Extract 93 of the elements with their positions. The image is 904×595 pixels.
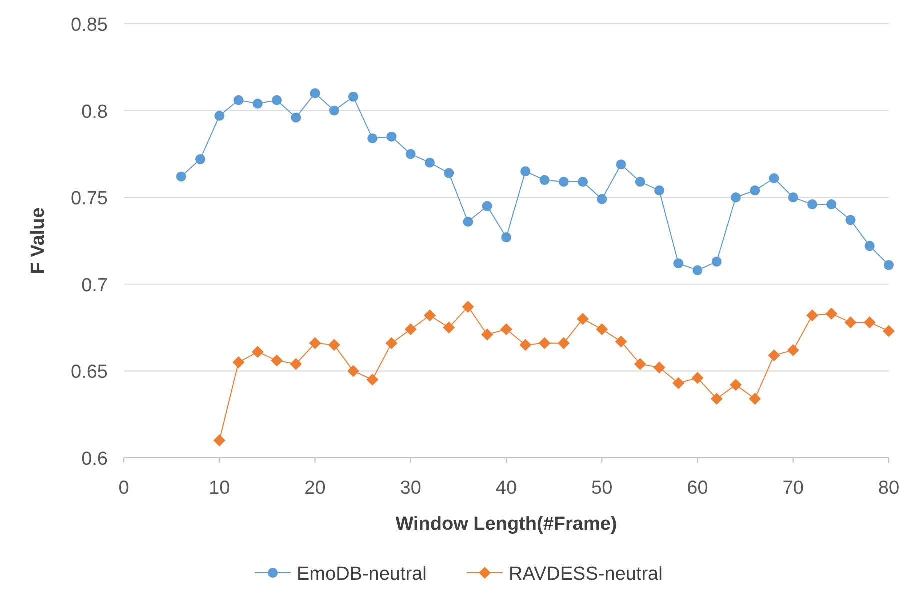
point xyxy=(597,194,608,204)
point xyxy=(444,168,454,178)
point xyxy=(176,172,186,182)
point xyxy=(578,176,588,187)
point xyxy=(826,200,837,210)
point xyxy=(404,324,417,336)
point xyxy=(692,266,703,276)
point xyxy=(348,92,358,102)
point xyxy=(366,374,379,386)
point xyxy=(768,350,780,362)
point xyxy=(196,154,206,164)
point xyxy=(272,95,282,106)
x-tick-label: 50 xyxy=(592,478,613,499)
x-tick-label: 70 xyxy=(782,478,804,499)
x-tick-label: 10 xyxy=(209,478,230,499)
point xyxy=(788,192,798,203)
point xyxy=(386,132,397,142)
point xyxy=(864,316,876,329)
point xyxy=(558,337,570,350)
legend-label: RAVDESS-neutral xyxy=(509,564,663,585)
point xyxy=(712,256,722,267)
x-tick-label: 40 xyxy=(496,478,518,499)
point xyxy=(616,160,626,170)
point xyxy=(463,216,474,227)
point xyxy=(654,186,664,196)
point xyxy=(290,358,302,370)
point xyxy=(864,241,875,252)
point xyxy=(252,346,264,358)
point xyxy=(310,88,320,98)
point xyxy=(309,337,322,350)
point xyxy=(844,316,857,329)
point xyxy=(769,174,780,184)
point xyxy=(674,258,684,269)
point xyxy=(329,106,340,116)
point xyxy=(271,354,283,367)
point xyxy=(634,358,646,370)
point xyxy=(538,337,551,350)
point xyxy=(596,324,608,336)
point xyxy=(214,111,225,122)
point xyxy=(750,186,760,196)
point xyxy=(500,324,512,336)
x-tick-label: 30 xyxy=(400,478,422,499)
point xyxy=(846,215,856,226)
point xyxy=(540,175,550,186)
point xyxy=(425,158,435,168)
point xyxy=(710,392,723,405)
point xyxy=(615,336,628,348)
point xyxy=(654,362,666,374)
y-axis-title: F Value xyxy=(28,208,49,274)
x-tick-label: 60 xyxy=(687,478,708,499)
point xyxy=(883,325,895,338)
x-tick-label: 20 xyxy=(304,478,326,499)
point xyxy=(806,310,818,322)
point xyxy=(672,377,685,390)
point xyxy=(443,322,456,334)
point xyxy=(730,379,742,392)
point xyxy=(749,392,762,405)
point xyxy=(214,434,226,447)
y-tick-label: 0.65 xyxy=(71,362,108,384)
point xyxy=(368,134,378,144)
x-axis-title: Window Length(#Frame) xyxy=(396,514,618,535)
point xyxy=(502,232,512,243)
x-tick-label: 0 xyxy=(118,478,130,499)
point xyxy=(692,372,704,384)
point xyxy=(635,176,646,187)
point xyxy=(787,344,800,356)
y-tick-label: 0.7 xyxy=(82,275,108,296)
y-tick-label: 0.8 xyxy=(82,102,108,123)
point xyxy=(291,112,302,123)
point xyxy=(520,166,531,177)
x-tick-label: 80 xyxy=(878,478,900,499)
legend-label: EmoDB-neutral xyxy=(297,564,427,585)
point xyxy=(884,260,894,270)
point xyxy=(462,300,474,313)
point xyxy=(482,201,492,212)
point xyxy=(386,337,398,350)
point xyxy=(348,365,360,378)
point xyxy=(481,328,494,341)
point xyxy=(234,95,244,106)
y-tick-label: 0.85 xyxy=(71,15,108,36)
y-tick-label: 0.75 xyxy=(71,188,108,210)
point xyxy=(424,310,436,322)
point xyxy=(406,149,416,160)
point xyxy=(520,339,532,352)
point xyxy=(731,192,741,203)
point xyxy=(252,98,263,109)
point xyxy=(232,356,245,369)
point xyxy=(328,339,340,352)
point xyxy=(558,176,569,187)
point xyxy=(808,200,818,210)
y-tick-label: 0.6 xyxy=(82,449,108,470)
point xyxy=(577,313,589,326)
point xyxy=(826,308,838,320)
